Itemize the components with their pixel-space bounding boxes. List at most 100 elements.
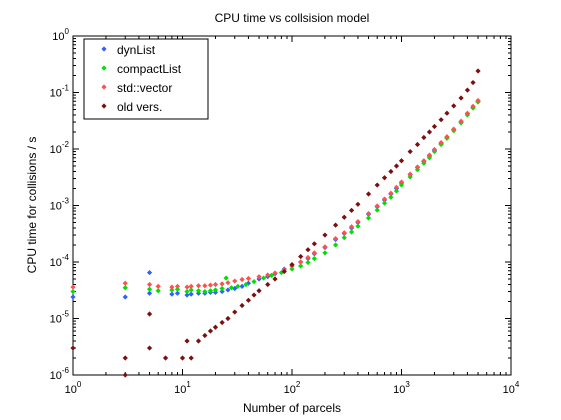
data-point	[146, 311, 153, 317]
data-point	[225, 280, 231, 286]
data-point	[421, 158, 427, 164]
data-point	[265, 281, 271, 288]
data-point	[202, 332, 208, 339]
data-point	[169, 291, 175, 297]
data-point	[70, 288, 76, 295]
data-point	[289, 266, 295, 272]
data-point	[305, 254, 311, 261]
data-point	[393, 188, 400, 194]
data-point	[426, 129, 433, 135]
data-point	[431, 146, 438, 153]
data-point	[388, 190, 394, 196]
data-point	[451, 126, 457, 132]
data-point	[398, 179, 405, 185]
data-point	[355, 218, 361, 225]
data-point	[311, 250, 317, 256]
data-point	[322, 250, 328, 256]
data-point	[388, 168, 394, 175]
data-point	[414, 164, 421, 170]
data-point	[122, 294, 128, 300]
data-point	[207, 288, 214, 294]
data-point	[381, 196, 388, 202]
data-point	[256, 274, 262, 280]
legend-label: compactList	[117, 62, 182, 76]
data-point	[332, 242, 339, 248]
data-point	[239, 283, 245, 289]
data-point	[179, 355, 186, 361]
data-point	[332, 235, 339, 242]
data-point	[184, 288, 190, 295]
data-point	[305, 247, 311, 253]
data-point	[202, 283, 208, 289]
data-point	[146, 286, 153, 292]
data-point	[407, 174, 413, 180]
data-point	[475, 68, 481, 74]
data-point	[421, 134, 427, 141]
legend-marker	[101, 84, 107, 90]
data-point	[265, 272, 271, 278]
x-tick-label: 101	[174, 380, 191, 396]
data-point	[348, 224, 355, 230]
data-point	[438, 139, 444, 146]
data-point	[298, 253, 304, 260]
data-point	[235, 283, 241, 289]
data-point	[219, 285, 225, 292]
data-point	[239, 276, 245, 283]
data-point	[228, 285, 235, 291]
data-point	[174, 283, 181, 289]
data-point	[458, 95, 464, 101]
data-point	[341, 230, 347, 236]
data-point	[70, 284, 76, 290]
data-point	[146, 290, 153, 296]
data-point	[225, 315, 231, 322]
data-point	[272, 270, 278, 276]
data-point	[219, 319, 225, 326]
data-point	[458, 118, 464, 124]
data-point	[188, 287, 194, 293]
data-point	[281, 268, 287, 275]
data-point	[374, 207, 380, 213]
data-point	[122, 280, 128, 286]
y-tick-label: 10-5	[50, 310, 70, 326]
legend-marker	[101, 65, 107, 71]
data-point	[245, 280, 252, 286]
data-point	[475, 97, 481, 104]
x-tick-label: 102	[284, 380, 301, 396]
data-point	[305, 259, 311, 266]
data-point	[272, 276, 278, 282]
data-point	[426, 155, 433, 161]
data-point	[251, 278, 257, 285]
data-point	[188, 355, 194, 361]
data-point	[184, 338, 190, 344]
data-point	[393, 184, 400, 190]
x-axis-label: Number of parcels	[243, 401, 341, 415]
data-point	[70, 294, 76, 300]
data-point	[341, 214, 347, 220]
x-tick-label: 100	[65, 380, 82, 396]
data-point	[260, 275, 267, 281]
data-point	[451, 103, 457, 109]
data-point	[184, 292, 190, 298]
chart-title: CPU time vs collsision model	[215, 11, 370, 25]
data-point	[195, 288, 202, 294]
data-point	[444, 110, 450, 116]
data-point	[298, 263, 304, 269]
data-point	[70, 345, 76, 351]
data-point	[207, 328, 214, 334]
legend-label: old vers.	[117, 100, 162, 114]
data-point	[464, 110, 471, 116]
data-point	[188, 291, 194, 297]
data-point	[470, 79, 476, 86]
data-point	[188, 283, 194, 289]
data-point	[245, 297, 252, 303]
data-point	[146, 345, 153, 351]
data-point	[407, 148, 413, 155]
data-point	[278, 269, 284, 276]
data-point	[374, 182, 380, 188]
data-point	[169, 287, 175, 293]
data-point	[414, 167, 421, 173]
data-point	[398, 182, 405, 188]
y-axis-label: CPU time for collisions / s	[25, 137, 39, 274]
data-point	[332, 222, 339, 228]
